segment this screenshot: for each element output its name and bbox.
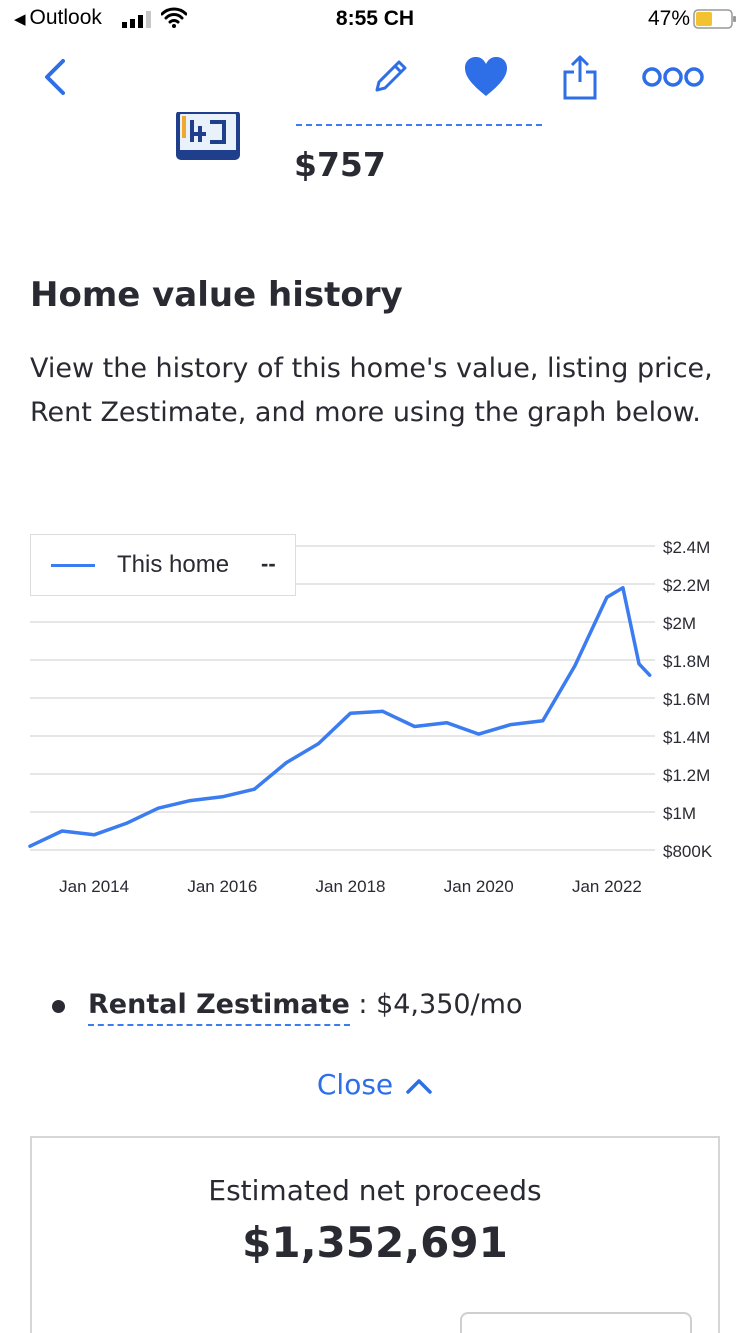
status-back-app-name: Outlook [29, 6, 102, 29]
x-tick-label: Jan 2018 [316, 877, 386, 896]
share-button[interactable] [552, 48, 608, 106]
more-icon [642, 67, 704, 87]
data-point [60, 829, 64, 833]
battery-icon [693, 9, 736, 29]
data-point [28, 844, 32, 848]
x-tick-label: Jan 2022 [572, 877, 642, 896]
share-icon [563, 55, 597, 100]
data-point [573, 664, 577, 668]
net-proceeds-value: $1,352,691 [242, 1218, 508, 1267]
data-point [509, 723, 513, 727]
back-chevron-icon [45, 59, 65, 95]
data-point [477, 732, 481, 736]
y-tick-label: $800K [663, 842, 713, 861]
edit-button[interactable] [362, 48, 418, 106]
legend-swatch [51, 564, 95, 567]
bullet-dot [52, 1000, 65, 1013]
x-tick-label: Jan 2020 [444, 877, 514, 896]
y-tick-label: $2.4M [663, 538, 710, 557]
data-point [445, 721, 449, 725]
dashed-divider [296, 124, 542, 126]
close-button[interactable]: Close [0, 1068, 750, 1101]
status-time: 8:55 CH [335, 7, 415, 30]
y-tick-label: $1.4M [663, 728, 710, 747]
data-point [621, 586, 625, 590]
back-button[interactable] [30, 48, 80, 106]
toolbar [0, 48, 750, 106]
data-point [317, 742, 320, 746]
data-point [349, 711, 352, 715]
y-tick-label: $1.6M [663, 690, 710, 709]
data-point [381, 709, 385, 713]
data-point [188, 799, 192, 803]
y-tick-label: $1M [663, 804, 696, 823]
y-tick-label: $2.2M [663, 576, 710, 595]
data-point [648, 673, 652, 677]
listing-price: $757 [294, 145, 386, 184]
section-description: View the history of this home's value, l… [30, 353, 713, 428]
data-point [413, 725, 417, 728]
x-tick-label: Jan 2016 [187, 877, 257, 896]
chevron-up-icon [406, 1079, 432, 1094]
data-point [284, 761, 288, 765]
status-bar: ◀ Outlook 8:55 CH 47% [0, 0, 750, 40]
rental-zestimate-link[interactable]: Rental Zestimate [88, 989, 350, 1026]
y-tick-label: $1.2M [663, 766, 710, 785]
more-button[interactable] [640, 48, 706, 106]
data-point [605, 595, 609, 599]
section-title: Home value history [30, 275, 403, 315]
proceeds-input-field[interactable] [460, 1312, 692, 1333]
legend-label: This home [117, 551, 230, 578]
net-proceeds-card: Estimated net proceeds $1,352,691 [30, 1136, 720, 1333]
y-tick-label: $1.8M [663, 652, 710, 671]
rental-zestimate-row: Rental Zestimate : $4,350/mo [88, 989, 523, 1026]
net-proceeds-label: Estimated net proceeds [208, 1174, 542, 1207]
status-back-to-app[interactable]: ◀ Outlook [14, 6, 102, 30]
close-label: Close [316, 1068, 394, 1101]
cellular-signal-icon [122, 11, 151, 28]
data-point [156, 806, 160, 810]
favorite-button[interactable] [458, 48, 514, 106]
agent-logo-icon [176, 112, 240, 160]
battery-percent: 47% [647, 7, 690, 30]
heart-icon [465, 57, 507, 96]
x-tick-label: Jan 2014 [59, 877, 129, 896]
data-point [637, 662, 641, 666]
chart-legend: This home -- [30, 534, 296, 596]
edit-pencil-icon [375, 60, 407, 92]
y-tick-label: $2M [663, 614, 696, 633]
back-triangle-icon: ◀ [14, 11, 26, 28]
rental-zestimate-value: : $4,350/mo [349, 989, 523, 1020]
home-value-chart[interactable]: $800K $1M $1.2M $1.4M $1.6M $1.8M $2M $2.2M $2.4… [0, 530, 750, 900]
data-point [92, 833, 96, 837]
wifi-icon [161, 7, 187, 28]
data-point [252, 787, 256, 791]
data-point [220, 795, 224, 799]
data-point [541, 719, 545, 723]
data-point [124, 821, 128, 825]
series-line [28, 586, 652, 848]
legend-value: -- [261, 551, 276, 576]
